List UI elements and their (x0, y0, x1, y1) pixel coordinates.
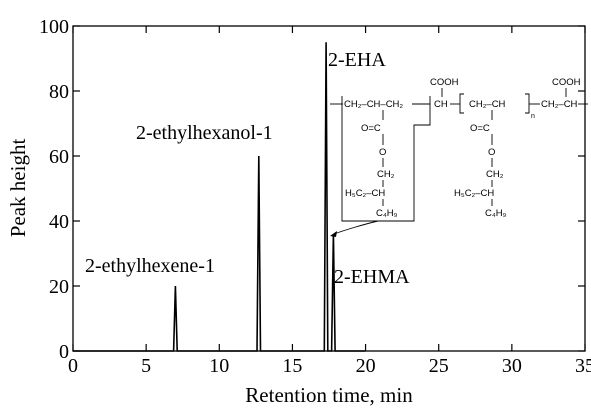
polymer-structure: CH₂–CH–CH₂ COOH CH CH₂–CH n CH₂–CH COOH … (330, 77, 588, 237)
x-tick-label: 35 (575, 355, 591, 377)
ch2-1: CH₂ (377, 169, 395, 180)
peak-labels: 2-ethylhexene-1 2-ethylhexanol-1 2-EHA 2… (85, 49, 410, 288)
x-tick-label: 20 (356, 355, 376, 377)
repeat-unit: CH₂–CH (469, 99, 506, 110)
ch-label: CH (434, 99, 448, 110)
x-tick-label: 25 (429, 355, 449, 377)
repeat-n: n (531, 113, 535, 120)
y-axis-title: Peak height (6, 139, 30, 238)
x-tick-label: 5 (141, 355, 151, 377)
ester-group-1: O=C (361, 123, 381, 134)
y-tick-label: 40 (49, 211, 69, 233)
ester-oxygen-1: O (379, 147, 386, 158)
ethyl-1: H₅C₂–CH (345, 188, 385, 199)
connector-arrowhead (330, 231, 337, 237)
cooh-label-1: COOH (430, 77, 459, 88)
x-tick-label: 15 (282, 355, 302, 377)
ch2-2: CH₂ (486, 169, 504, 180)
tail-group: CH₂–CH (541, 99, 578, 110)
peak-label-2-ethylhexanol-1: 2-ethylhexanol-1 (136, 122, 273, 144)
y-tick-label: 80 (49, 81, 69, 103)
y-tick-label: 60 (49, 146, 69, 168)
x-axis-title: Retention time, min (245, 383, 413, 407)
peak-label-2-ehma: 2-EHMA (334, 266, 410, 288)
ester-group-2: O=C (470, 123, 490, 134)
peak-label-2-eha: 2-EHA (328, 49, 386, 71)
x-tick-label: 10 (209, 355, 229, 377)
ester-oxygen-2: O (488, 147, 495, 158)
plot-frame (72, 25, 586, 352)
butyl-2: C₄H₉ (485, 208, 507, 219)
x-tick-label: 0 (68, 355, 78, 377)
chromatogram-trace (73, 42, 366, 352)
ethyl-2: H₅C₂–CH (454, 188, 494, 199)
x-tick-label: 30 (502, 355, 522, 377)
cooh-label-2: COOH (552, 77, 581, 88)
axis-ticks (72, 25, 586, 352)
butyl-1: C₄H₉ (376, 208, 398, 219)
y-tick-label: 20 (49, 276, 69, 298)
highlight-box (341, 96, 431, 222)
peak-label-2-ethylhexene-1: 2-ethylhexene-1 (85, 255, 215, 277)
y-tick-label: 100 (39, 16, 69, 38)
axis-tick-labels: 0 5 10 15 20 25 30 35 0 20 40 60 80 100 (39, 16, 591, 377)
y-tick-label: 0 (59, 341, 69, 363)
connector-line (333, 220, 379, 235)
backbone-left: CH₂–CH–CH₂ (344, 99, 403, 110)
